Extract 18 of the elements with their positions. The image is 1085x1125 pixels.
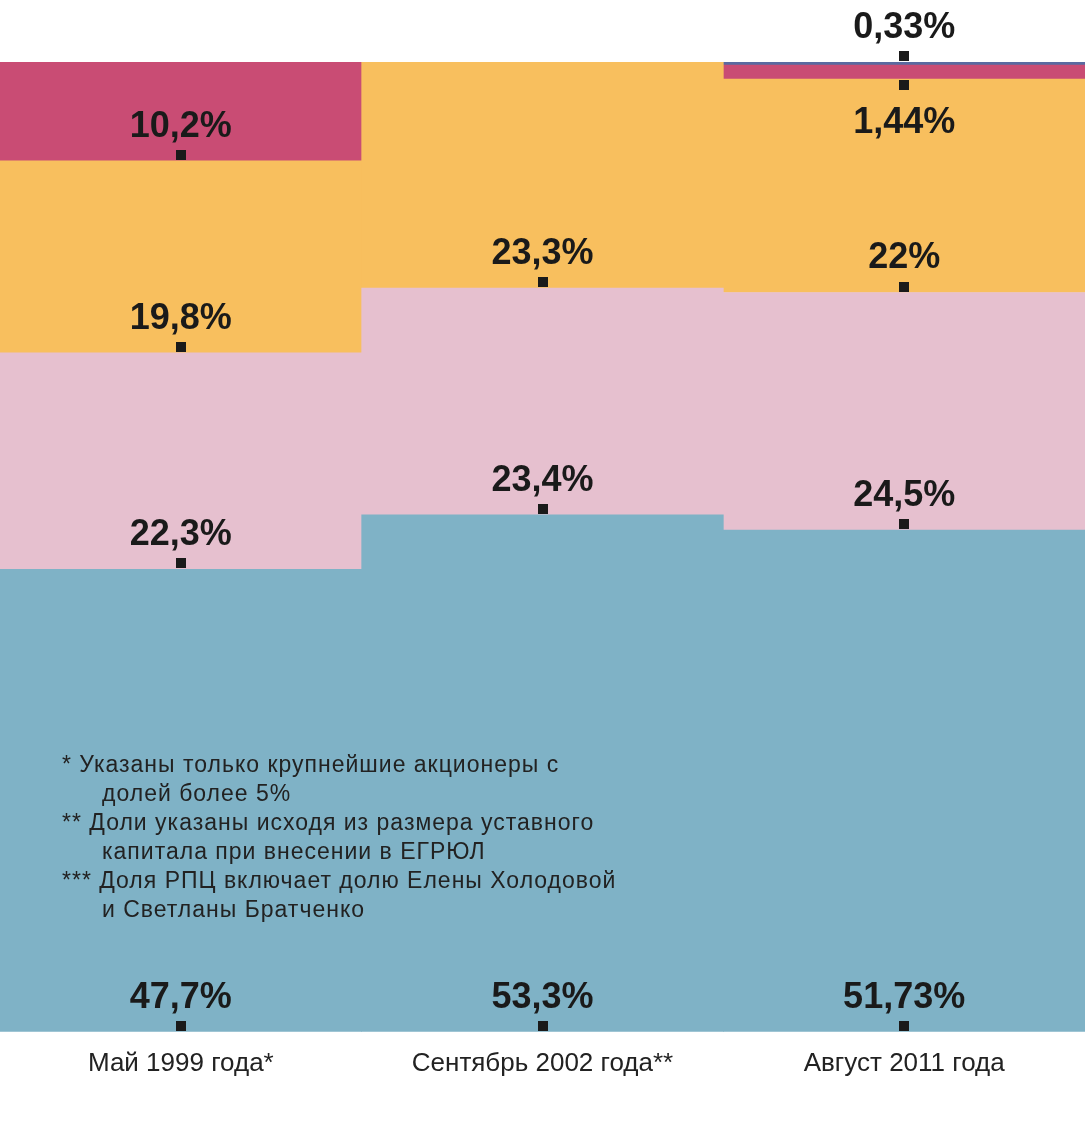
data-label: 0,33% <box>853 4 956 46</box>
data-label: 23,4% <box>491 457 594 499</box>
data-label: 22,3% <box>129 512 232 554</box>
x-tick-label: Май 1999 года* <box>87 1046 274 1077</box>
annotation: ** Доли указаны исходя из размера уставного капитала при внесении в ЕГРЮЛ <box>62 808 596 866</box>
x-tick-label: Август 2011 года <box>803 1046 1006 1077</box>
data-label: 1,44% <box>853 100 956 142</box>
data-label: 53,3% <box>491 974 594 1016</box>
data-label: 47,7% <box>129 974 232 1016</box>
data-label: 24,5% <box>853 473 956 515</box>
data-label: 23,3% <box>491 230 594 272</box>
annotation: *** Доля РПЦ включает долю Елены Холодовой и Светланы Братченко <box>62 866 618 924</box>
data-label: 51,73% <box>843 974 966 1016</box>
data-label: 10,2% <box>129 103 232 145</box>
x-tick-label: Сентябрь 2002 года** <box>411 1046 674 1077</box>
annotation: * Указаны только крупнейшие акционеры с долей более 5% <box>62 750 561 808</box>
data-label: 22% <box>868 235 941 277</box>
data-label: 19,8% <box>129 295 232 337</box>
